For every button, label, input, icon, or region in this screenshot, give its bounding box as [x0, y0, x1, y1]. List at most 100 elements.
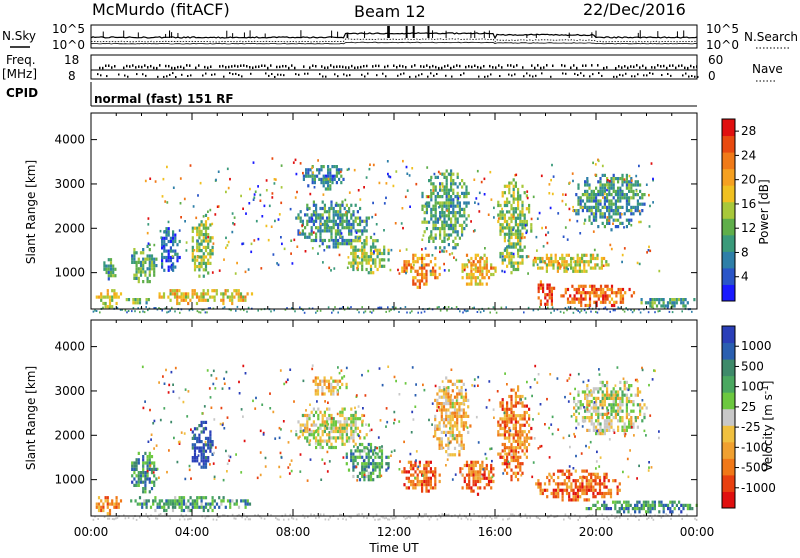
scatter-cell	[595, 482, 597, 485]
scatter-cell	[441, 415, 443, 418]
scatter-cell	[608, 416, 610, 419]
scatter-cell	[341, 376, 343, 379]
scatter-cell	[639, 403, 641, 406]
scatter-cell	[382, 258, 384, 261]
scatter-cell	[649, 510, 651, 513]
scatter-cell	[257, 310, 259, 312]
scatter-cell	[102, 503, 104, 506]
scatter-cell	[555, 489, 557, 492]
nave-mark	[322, 75, 324, 77]
scatter-cell	[600, 301, 602, 304]
scatter-cell	[510, 414, 512, 417]
scatter-cell	[548, 257, 550, 260]
scatter-cell	[546, 270, 548, 273]
scatter-cell	[663, 304, 665, 307]
scatter-cell	[508, 421, 510, 424]
scatter-cell	[586, 193, 588, 196]
scatter-cell	[430, 198, 432, 201]
scatter-cell	[574, 263, 576, 266]
scatter-cell	[176, 289, 178, 292]
scatter-cell	[645, 510, 647, 513]
scatter-cell	[328, 380, 330, 383]
scatter-cell	[328, 220, 330, 223]
scatter-cell	[457, 173, 459, 176]
colorbar-cell	[722, 284, 735, 301]
scatter-cell	[428, 221, 430, 224]
scatter-cell	[565, 226, 567, 229]
scatter-cell	[639, 212, 641, 215]
scatter-cell	[366, 239, 368, 242]
scatter-cell	[322, 433, 324, 436]
scatter-cell	[192, 259, 194, 262]
scatter-cell	[638, 501, 640, 504]
scatter-cell	[506, 201, 508, 204]
scatter-cell	[361, 469, 363, 472]
scatter-cell	[352, 262, 354, 265]
scatter-cell	[519, 198, 521, 201]
scatter-cell	[370, 443, 372, 446]
scatter-cell	[467, 399, 469, 402]
scatter-cell	[615, 390, 617, 393]
scatter-cell	[533, 309, 535, 311]
scatter-cell	[508, 395, 510, 398]
scatter-cell	[193, 249, 195, 252]
cpid-program: normal (fast) 151 RF	[94, 92, 234, 106]
scatter-cell	[205, 227, 207, 230]
noise-right-tick-bottom: 10^0	[706, 38, 739, 52]
scatter-cell	[99, 311, 101, 313]
scatter-cell	[205, 230, 207, 233]
scatter-cell	[333, 436, 335, 439]
scatter-cell	[348, 262, 350, 265]
scatter-cell	[667, 304, 669, 307]
scatter-cell	[452, 399, 454, 402]
scatter-cell	[363, 312, 365, 314]
scatter-cell	[350, 517, 352, 519]
scatter-cell	[549, 183, 551, 186]
nave-mark	[334, 73, 336, 75]
scatter-cell	[450, 205, 452, 208]
scatter-cell	[617, 410, 619, 413]
scatter-cell	[205, 246, 207, 249]
scatter-cell	[443, 431, 445, 434]
scatter-cell	[604, 422, 606, 425]
scatter-cell	[602, 196, 604, 199]
scatter-cell	[439, 185, 441, 188]
scatter-cell	[631, 179, 633, 182]
scatter-cell	[425, 480, 427, 483]
scatter-cell	[439, 396, 441, 399]
scatter-cell	[329, 184, 331, 187]
scatter-cell	[601, 263, 603, 266]
scatter-cell	[507, 239, 509, 242]
nave-mark	[660, 65, 662, 68]
scatter-cell	[481, 461, 483, 464]
scatter-cell	[592, 486, 594, 489]
scatter-cell	[606, 486, 608, 489]
scatter-cell	[324, 414, 326, 417]
scatter-cell	[352, 475, 354, 478]
scatter-cell	[446, 250, 448, 253]
scatter-cell	[355, 420, 357, 423]
scatter-cell	[222, 302, 224, 305]
scatter-cell	[163, 178, 165, 181]
scatter-cell	[108, 258, 110, 261]
scatter-cell	[205, 311, 207, 313]
scatter-cell	[454, 195, 456, 198]
noise-left-tick-bottom: 10^0	[52, 38, 85, 52]
scatter-cell	[100, 296, 102, 299]
scatter-cell	[526, 440, 528, 443]
scatter-cell	[136, 465, 138, 468]
scatter-cell	[595, 410, 597, 413]
scatter-cell	[515, 185, 517, 188]
scatter-cell	[637, 426, 639, 429]
scatter-cell	[432, 486, 434, 489]
scatter-cell	[421, 312, 423, 314]
scatter-cell	[615, 291, 617, 294]
nave-mark	[441, 67, 443, 70]
scatter-cell	[428, 480, 430, 483]
scatter-cell	[515, 398, 517, 401]
scatter-cell	[339, 380, 341, 383]
scatter-cell	[140, 264, 142, 267]
scatter-cell	[629, 175, 631, 178]
scatter-cell	[470, 220, 472, 223]
scatter-cell	[605, 507, 607, 510]
